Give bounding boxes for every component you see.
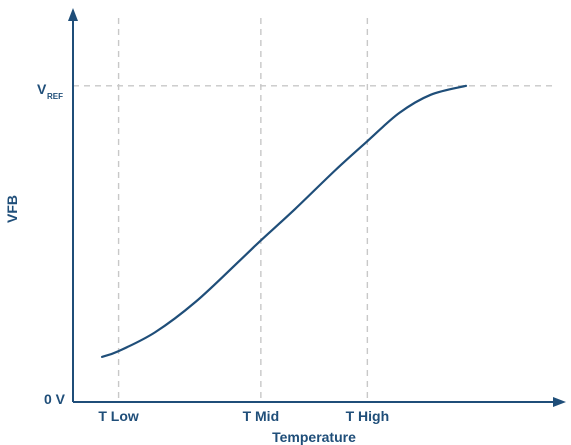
y-tick-label-vref: V (37, 81, 47, 97)
series-layer (100, 84, 468, 358)
grid-layer (73, 18, 556, 402)
axis-layer (68, 8, 566, 407)
label-layer: T Low T Mid T High 0 V V REF Temperature VFB (4, 81, 389, 445)
series-line-0 (100, 84, 468, 358)
y-axis-arrowhead (68, 8, 78, 21)
y-tick-label-zero: 0 V (44, 391, 66, 407)
x-tick-label-1: T Mid (243, 408, 280, 424)
x-axis-arrowhead (553, 397, 566, 407)
x-axis-title: Temperature (272, 429, 356, 445)
x-tick-label-0: T Low (98, 408, 139, 424)
y-axis-title: VFB (4, 195, 20, 223)
y-tick-label-vref-subscript: REF (47, 92, 63, 101)
x-tick-label-2: T High (346, 408, 390, 424)
